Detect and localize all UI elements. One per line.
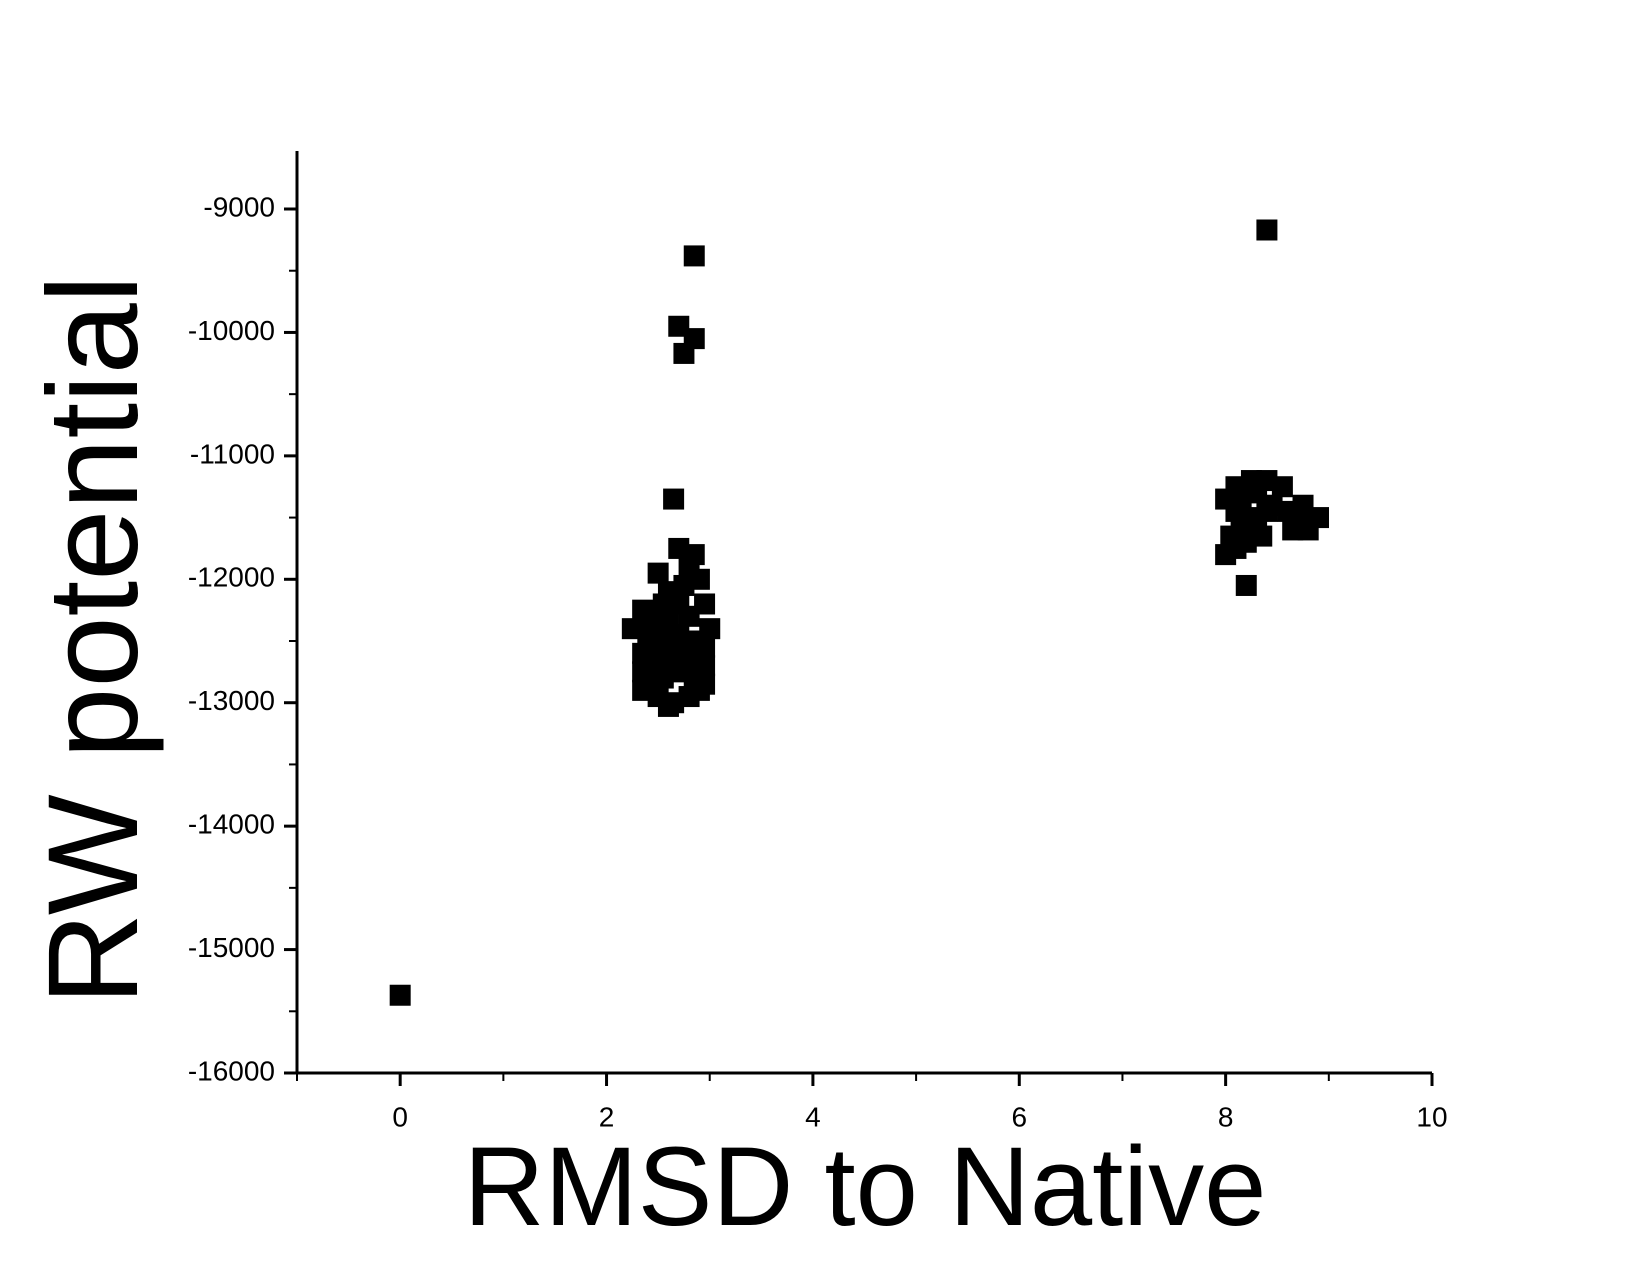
point: [1225, 537, 1247, 559]
x-axis-title: RMSD to Native: [464, 1124, 1267, 1249]
point: [1251, 525, 1273, 547]
point: [683, 245, 705, 267]
point: [673, 342, 695, 364]
point: [688, 568, 710, 590]
point: [632, 661, 654, 683]
y-tick-label: -9000: [203, 191, 275, 222]
y-tick-label: -15000: [188, 932, 275, 963]
point: [657, 624, 679, 646]
point: [1297, 519, 1319, 541]
point: [1271, 476, 1293, 498]
x-tick-label: 8: [1218, 1101, 1234, 1132]
point: [1235, 574, 1257, 596]
y-tick-label: -11000: [190, 438, 275, 469]
x-tick-label: 0: [392, 1101, 408, 1132]
point: [657, 695, 679, 717]
y-tick-label: -10000: [188, 315, 275, 346]
x-tick-label: 6: [1011, 1101, 1027, 1132]
point: [688, 679, 710, 701]
point: [389, 984, 411, 1006]
y-axis-title: RW potential: [22, 275, 165, 1005]
point: [1256, 500, 1278, 522]
point: [663, 488, 685, 510]
y-tick-label: -12000: [188, 562, 275, 593]
point: [1256, 219, 1278, 241]
x-tick-label: 10: [1416, 1101, 1447, 1132]
point: [647, 562, 669, 584]
x-tick-label: 2: [599, 1101, 615, 1132]
y-tick-label: -13000: [188, 685, 275, 716]
point: [678, 605, 700, 627]
y-tick-label: -16000: [188, 1055, 275, 1086]
y-tick-label: -14000: [188, 809, 275, 840]
x-tick-label: 4: [805, 1101, 821, 1132]
